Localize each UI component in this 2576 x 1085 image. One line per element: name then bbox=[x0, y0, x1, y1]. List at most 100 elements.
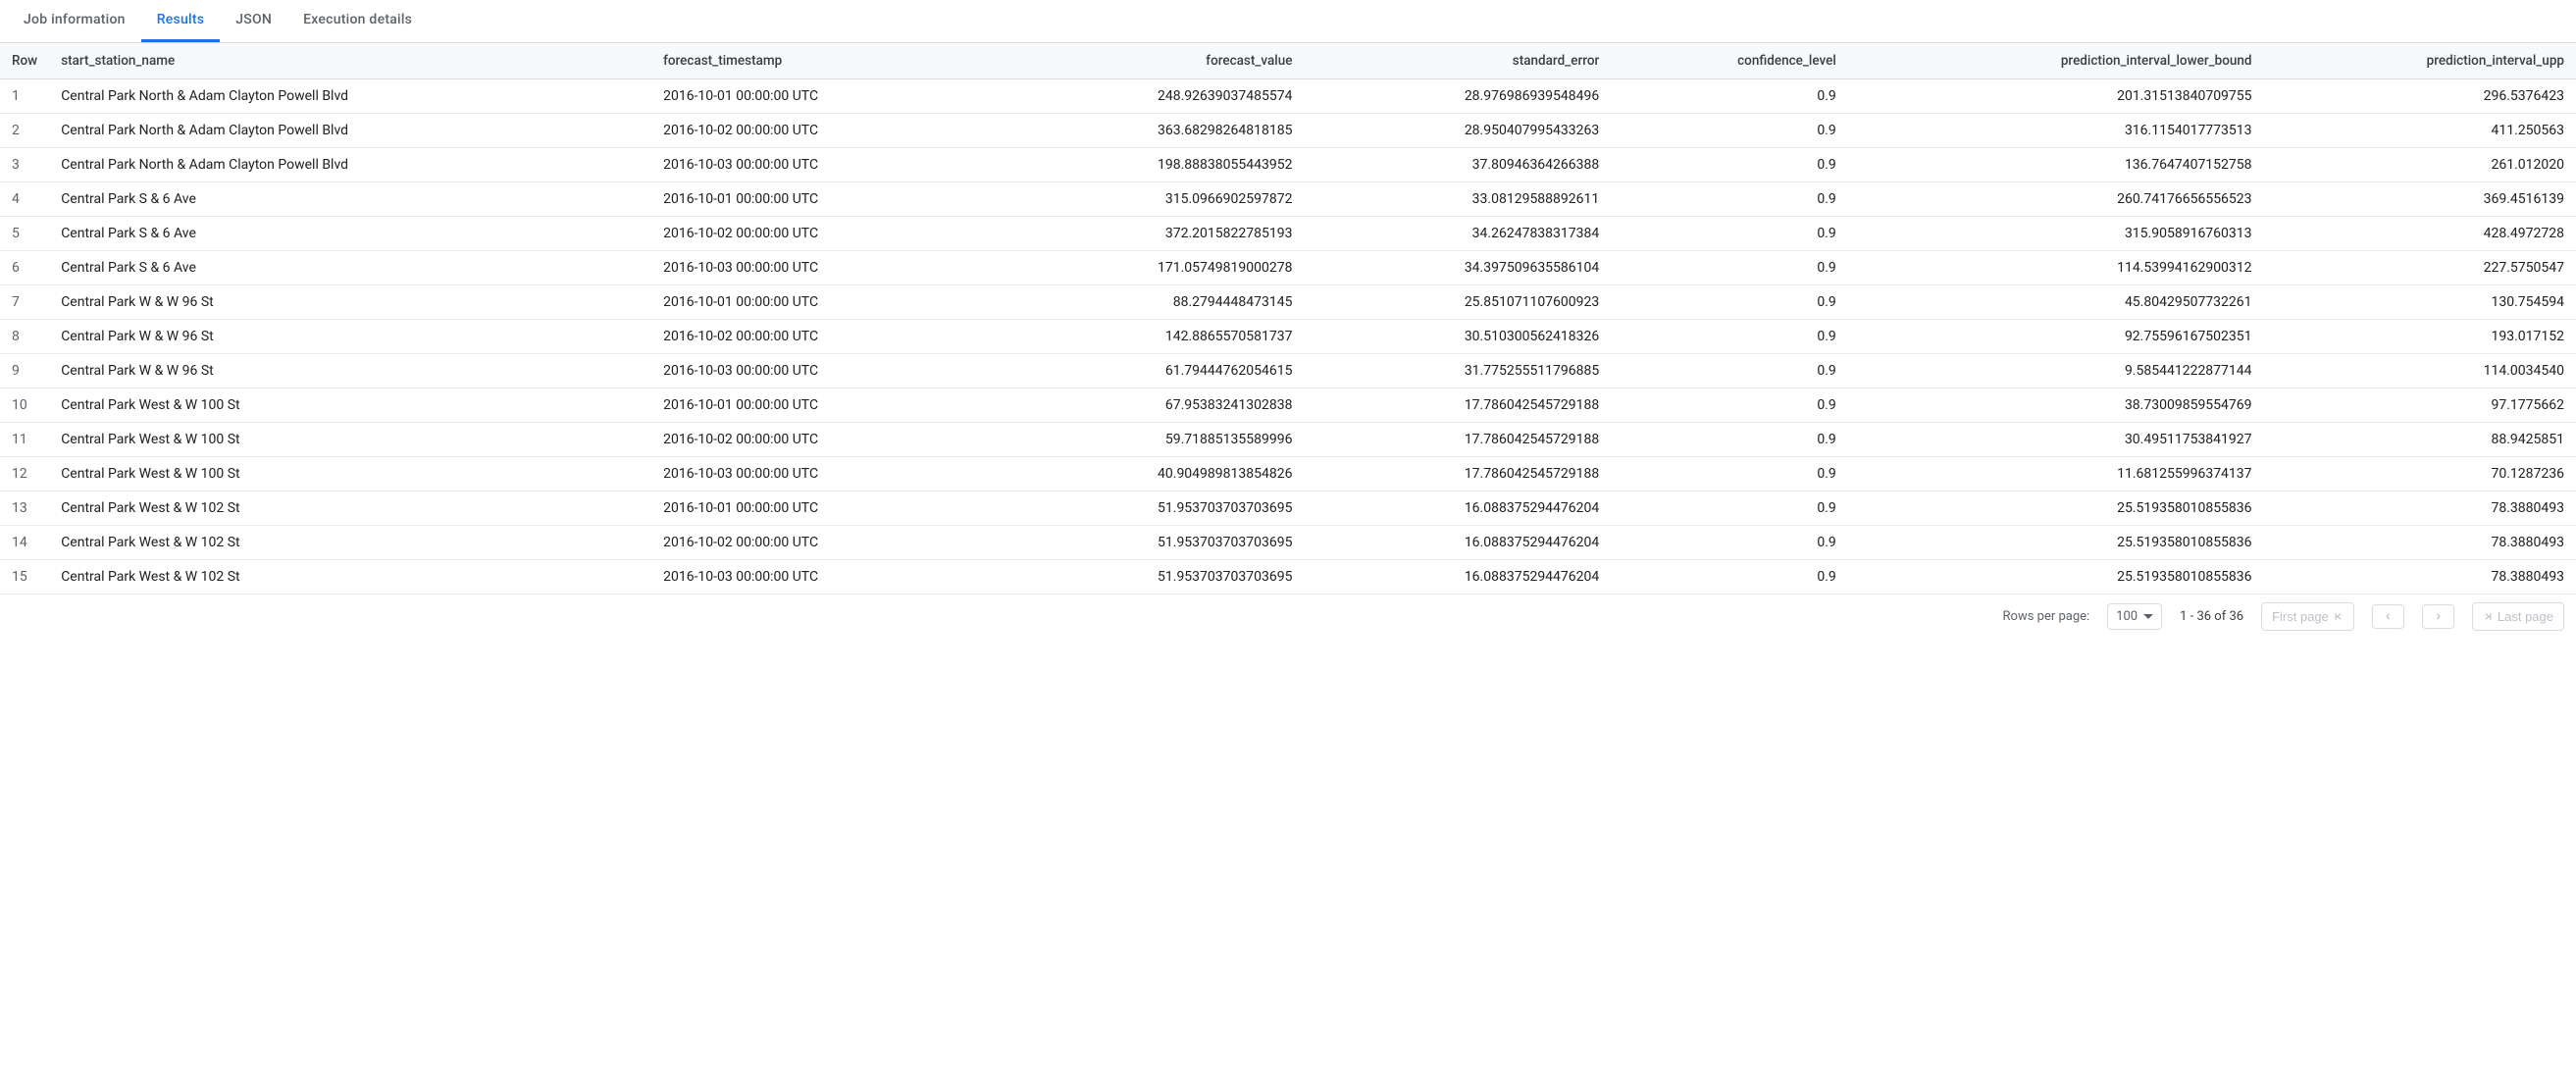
column-header-start_station_name[interactable]: start_station_name bbox=[49, 43, 651, 79]
last-page-icon bbox=[2483, 611, 2494, 622]
cell-prediction_interval_lower_bound: 45.80429507732261 bbox=[1848, 285, 2264, 320]
tab-json[interactable]: JSON bbox=[220, 0, 287, 42]
cell-forecast_timestamp: 2016-10-02 00:00:00 UTC bbox=[651, 217, 998, 251]
cell-start_station_name: Central Park North & Adam Clayton Powell… bbox=[49, 148, 651, 182]
cell-prediction_interval_lower_bound: 25.519358010855836 bbox=[1848, 491, 2264, 526]
first-page-icon bbox=[2333, 611, 2344, 622]
cell-row: 11 bbox=[0, 423, 49, 457]
cell-forecast_value: 142.8865570581737 bbox=[998, 320, 1305, 354]
cell-start_station_name: Central Park West & W 102 St bbox=[49, 526, 651, 560]
cell-start_station_name: Central Park West & W 100 St bbox=[49, 423, 651, 457]
cell-confidence_level: 0.9 bbox=[1611, 251, 1848, 285]
cell-standard_error: 37.80946364266388 bbox=[1304, 148, 1611, 182]
cell-prediction_interval_upper_bound: 78.3880493 bbox=[2264, 526, 2576, 560]
cell-row: 8 bbox=[0, 320, 49, 354]
table-row: 1Central Park North & Adam Clayton Powel… bbox=[0, 79, 2576, 114]
cell-forecast_value: 315.0966902597872 bbox=[998, 182, 1305, 217]
cell-row: 6 bbox=[0, 251, 49, 285]
cell-forecast_timestamp: 2016-10-02 00:00:00 UTC bbox=[651, 114, 998, 148]
prev-page-button[interactable] bbox=[2372, 604, 2404, 629]
cell-confidence_level: 0.9 bbox=[1611, 182, 1848, 217]
table-row: 3Central Park North & Adam Clayton Powel… bbox=[0, 148, 2576, 182]
first-page-button[interactable]: First page bbox=[2261, 602, 2354, 631]
table-row: 13Central Park West & W 102 St2016-10-01… bbox=[0, 491, 2576, 526]
cell-row: 12 bbox=[0, 457, 49, 491]
cell-prediction_interval_upper_bound: 369.4516139 bbox=[2264, 182, 2576, 217]
cell-start_station_name: Central Park West & W 102 St bbox=[49, 491, 651, 526]
cell-forecast_value: 198.88838055443952 bbox=[998, 148, 1305, 182]
results-table: Rowstart_station_nameforecast_timestampf… bbox=[0, 43, 2576, 594]
cell-prediction_interval_lower_bound: 260.74176656556523 bbox=[1848, 182, 2264, 217]
tab-job-information[interactable]: Job information bbox=[8, 0, 141, 42]
page-size-select[interactable]: 100 bbox=[2107, 603, 2162, 630]
tab-execution-details[interactable]: Execution details bbox=[287, 0, 428, 42]
cell-prediction_interval_lower_bound: 25.519358010855836 bbox=[1848, 560, 2264, 594]
cell-start_station_name: Central Park West & W 100 St bbox=[49, 457, 651, 491]
chevron-right-icon bbox=[2433, 611, 2444, 622]
cell-prediction_interval_upper_bound: 227.5750547 bbox=[2264, 251, 2576, 285]
cell-forecast_value: 51.953703703703695 bbox=[998, 560, 1305, 594]
cell-prediction_interval_lower_bound: 38.73009859554769 bbox=[1848, 388, 2264, 423]
cell-standard_error: 25.851071107600923 bbox=[1304, 285, 1611, 320]
cell-start_station_name: Central Park S & 6 Ave bbox=[49, 217, 651, 251]
column-header-prediction_interval_upper_bound[interactable]: prediction_interval_upp bbox=[2264, 43, 2576, 79]
cell-forecast_value: 67.95383241302838 bbox=[998, 388, 1305, 423]
cell-prediction_interval_upper_bound: 296.5376423 bbox=[2264, 79, 2576, 114]
cell-standard_error: 33.08129588892611 bbox=[1304, 182, 1611, 217]
cell-prediction_interval_upper_bound: 78.3880493 bbox=[2264, 491, 2576, 526]
cell-prediction_interval_upper_bound: 130.754594 bbox=[2264, 285, 2576, 320]
table-row: 7Central Park W & W 96 St2016-10-01 00:0… bbox=[0, 285, 2576, 320]
cell-standard_error: 16.088375294476204 bbox=[1304, 491, 1611, 526]
cell-prediction_interval_upper_bound: 97.1775662 bbox=[2264, 388, 2576, 423]
cell-prediction_interval_lower_bound: 315.9058916760313 bbox=[1848, 217, 2264, 251]
cell-forecast_value: 363.68298264818185 bbox=[998, 114, 1305, 148]
last-page-button[interactable]: Last page bbox=[2472, 602, 2564, 631]
cell-forecast_timestamp: 2016-10-02 00:00:00 UTC bbox=[651, 320, 998, 354]
cell-standard_error: 31.775255511796885 bbox=[1304, 354, 1611, 388]
cell-row: 4 bbox=[0, 182, 49, 217]
cell-confidence_level: 0.9 bbox=[1611, 354, 1848, 388]
cell-forecast_value: 40.904989813854826 bbox=[998, 457, 1305, 491]
table-row: 14Central Park West & W 102 St2016-10-02… bbox=[0, 526, 2576, 560]
cell-forecast_timestamp: 2016-10-01 00:00:00 UTC bbox=[651, 388, 998, 423]
cell-confidence_level: 0.9 bbox=[1611, 560, 1848, 594]
cell-standard_error: 34.397509635586104 bbox=[1304, 251, 1611, 285]
table-row: 4Central Park S & 6 Ave2016-10-01 00:00:… bbox=[0, 182, 2576, 217]
cell-forecast_value: 372.2015822785193 bbox=[998, 217, 1305, 251]
cell-forecast_timestamp: 2016-10-03 00:00:00 UTC bbox=[651, 354, 998, 388]
cell-start_station_name: Central Park W & W 96 St bbox=[49, 285, 651, 320]
cell-forecast_value: 51.953703703703695 bbox=[998, 491, 1305, 526]
table-row: 10Central Park West & W 100 St2016-10-01… bbox=[0, 388, 2576, 423]
column-header-forecast_value[interactable]: forecast_value bbox=[998, 43, 1305, 79]
table-row: 15Central Park West & W 102 St2016-10-03… bbox=[0, 560, 2576, 594]
table-row: 12Central Park West & W 100 St2016-10-03… bbox=[0, 457, 2576, 491]
cell-standard_error: 28.950407995433263 bbox=[1304, 114, 1611, 148]
next-page-button[interactable] bbox=[2422, 604, 2454, 629]
table-row: 8Central Park W & W 96 St2016-10-02 00:0… bbox=[0, 320, 2576, 354]
cell-forecast_timestamp: 2016-10-03 00:00:00 UTC bbox=[651, 148, 998, 182]
tab-bar: Job informationResultsJSONExecution deta… bbox=[0, 0, 2576, 43]
column-header-forecast_timestamp[interactable]: forecast_timestamp bbox=[651, 43, 998, 79]
column-header-standard_error[interactable]: standard_error bbox=[1304, 43, 1611, 79]
cell-standard_error: 30.510300562418326 bbox=[1304, 320, 1611, 354]
cell-start_station_name: Central Park W & W 96 St bbox=[49, 320, 651, 354]
chevron-left-icon bbox=[2383, 611, 2394, 622]
cell-prediction_interval_lower_bound: 25.519358010855836 bbox=[1848, 526, 2264, 560]
column-header-prediction_interval_lower_bound[interactable]: prediction_interval_lower_bound bbox=[1848, 43, 2264, 79]
cell-start_station_name: Central Park North & Adam Clayton Powell… bbox=[49, 79, 651, 114]
cell-forecast_timestamp: 2016-10-02 00:00:00 UTC bbox=[651, 526, 998, 560]
results-table-container: Rowstart_station_nameforecast_timestampf… bbox=[0, 43, 2576, 594]
column-header-row[interactable]: Row bbox=[0, 43, 49, 79]
cell-standard_error: 28.976986939548496 bbox=[1304, 79, 1611, 114]
cell-row: 5 bbox=[0, 217, 49, 251]
cell-row: 7 bbox=[0, 285, 49, 320]
pagination-bar: Rows per page: 100 1 - 36 of 36 First pa… bbox=[0, 594, 2576, 635]
cell-forecast_timestamp: 2016-10-01 00:00:00 UTC bbox=[651, 182, 998, 217]
cell-confidence_level: 0.9 bbox=[1611, 285, 1848, 320]
cell-row: 14 bbox=[0, 526, 49, 560]
cell-standard_error: 17.786042545729188 bbox=[1304, 388, 1611, 423]
column-header-confidence_level[interactable]: confidence_level bbox=[1611, 43, 1848, 79]
cell-standard_error: 16.088375294476204 bbox=[1304, 560, 1611, 594]
cell-confidence_level: 0.9 bbox=[1611, 457, 1848, 491]
tab-results[interactable]: Results bbox=[141, 0, 221, 42]
